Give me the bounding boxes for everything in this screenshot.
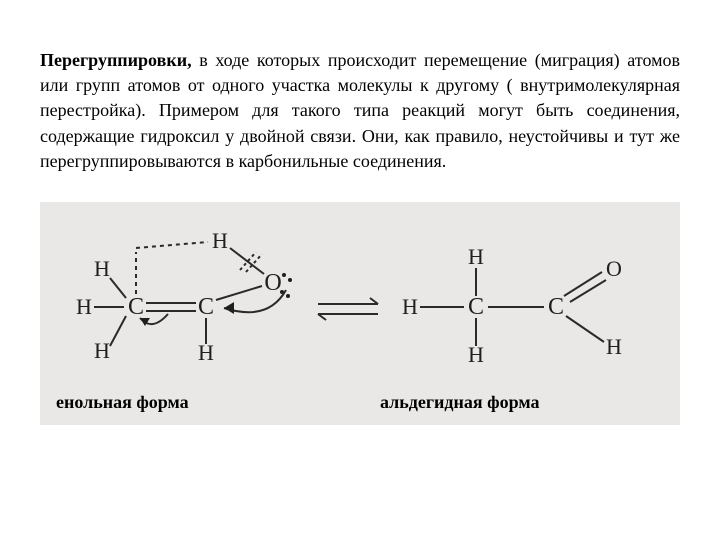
- atom-H-c1-bot: H: [94, 338, 110, 363]
- atom-H-c1-left: H: [76, 294, 92, 319]
- atom-Or: O: [606, 256, 622, 281]
- atom-H-oh: H: [212, 228, 228, 253]
- atom-H-c1-topr: H: [468, 244, 484, 269]
- atom-C2: C: [198, 294, 214, 320]
- atom-H-left: H: [402, 294, 418, 319]
- atom-C1: C: [128, 294, 144, 320]
- label-aldehyde: альдегидная форма: [340, 392, 664, 413]
- atom-O: O: [264, 270, 281, 296]
- slide-page: Перегруппировки, в ходе которых происход…: [0, 0, 720, 540]
- form-labels: енольная форма альдегидная форма: [48, 392, 672, 413]
- atom-H-c1-top: H: [94, 256, 110, 281]
- reaction-svg: C C O H H H H H: [48, 212, 668, 382]
- aldehyde-structure: H C C H H O H: [402, 244, 622, 367]
- atom-H-cho: H: [606, 334, 622, 359]
- reaction-diagram: C C O H H H H H: [40, 202, 680, 425]
- atom-C1r: C: [468, 294, 484, 320]
- atom-C2r: C: [548, 294, 564, 320]
- lead-word: Перегруппировки,: [40, 50, 192, 70]
- label-enol: енольная форма: [56, 392, 340, 413]
- paragraph: Перегруппировки, в ходе которых происход…: [40, 48, 680, 174]
- equilibrium-arrows: [318, 298, 378, 320]
- enol-structure: C C O H H H H H: [76, 228, 292, 365]
